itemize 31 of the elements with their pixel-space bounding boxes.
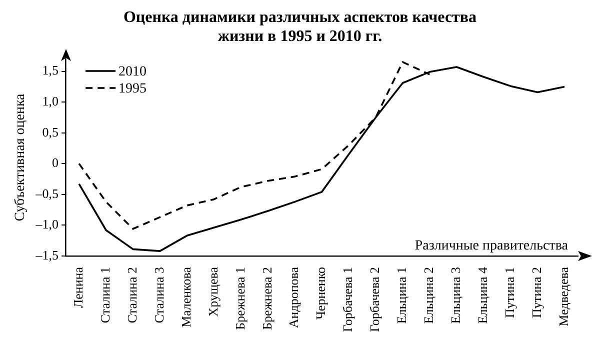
x-tick-label: Сталина 1	[97, 266, 112, 324]
x-tick-label: Хрущева	[205, 266, 220, 317]
x-axis-title: Различные правительства	[414, 238, 569, 254]
x-tick-label: Брежнева 1	[232, 266, 248, 330]
x-tick-label: Маленкова	[178, 266, 194, 328]
y-tick-label: 0,5	[42, 124, 59, 140]
x-tick-label: Сталина 3	[151, 266, 166, 324]
y-tick-label: 1,0	[42, 94, 59, 109]
x-tick-label: Путина 1	[502, 266, 517, 318]
x-tick-label: Медведева	[556, 266, 571, 326]
x-tick-label: Путина 2	[528, 266, 544, 318]
x-tick-label: Горбачева 2	[367, 266, 382, 332]
x-tick-label: Черненко	[313, 266, 328, 320]
y-tick-label: 1,5	[42, 62, 59, 78]
legend-label: 2010	[118, 64, 147, 80]
y-tick-label: –0,5	[34, 186, 59, 201]
x-tick-label: Ельцина 3	[448, 266, 464, 324]
x-tick-label: Ельцина 4	[475, 266, 490, 324]
y-tick-label: –1,5	[34, 247, 59, 262]
x-tick-label: Ельцина 1	[394, 266, 410, 324]
x-tick-label: Сталина 2	[124, 266, 140, 324]
x-tick-label: Брежнева 2	[259, 266, 274, 330]
legend-label: 1995	[118, 82, 147, 97]
x-tick-label: Ельцина 2	[421, 266, 436, 324]
x-tick-label: Андропова	[286, 266, 302, 328]
y-axis-title: Субъективная оценка	[13, 92, 28, 222]
x-tick-label: Горбачева 1	[340, 266, 356, 332]
x-tick-label: Ленина	[70, 266, 86, 308]
y-tick-label: –1,0	[34, 216, 59, 232]
chart-title: Оценка динамики различных аспектов качества жизни в 1995 и 2010 гг.	[122, 8, 478, 45]
y-tick-label: 0	[52, 155, 59, 170]
